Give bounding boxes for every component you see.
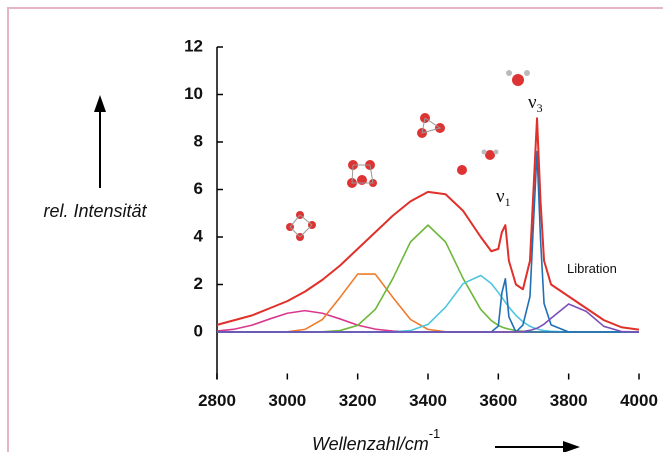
molecule-tetramer (286, 211, 316, 241)
y-tick-label: 12 (184, 36, 203, 55)
x-axis-label-exponent: -1 (429, 426, 441, 441)
molecule-ring (347, 160, 377, 188)
molecule-trimer (417, 113, 445, 138)
annotation-text: ν (496, 186, 505, 207)
x-tick-label: 2800 (198, 391, 236, 410)
series-line (216, 117, 640, 331)
x-tick-label: 4000 (620, 391, 658, 410)
y-tick-label: 10 (184, 84, 203, 103)
x-axis-label: Wellenzahl/cm-1 (312, 426, 440, 452)
x-tick-label: 3600 (479, 391, 517, 410)
frame (7, 7, 663, 452)
annotation: ν3 (528, 92, 543, 114)
x-tick-label: 3400 (409, 391, 447, 410)
molecule-dimer (457, 149, 499, 175)
annotation: Libration (567, 261, 617, 276)
y-tick-label: 6 (194, 179, 203, 198)
annotation: ν1 (496, 186, 511, 208)
x-axis-label-text: Wellenzahl/cm (312, 434, 429, 452)
y-tick-label: 8 (194, 131, 203, 150)
x-arrow-head (563, 441, 580, 452)
y-arrow-head (94, 95, 106, 112)
y-tick-label: 4 (194, 226, 204, 245)
annotation-text: Libration (567, 261, 617, 276)
series-line (217, 303, 640, 333)
annotation-subscript: 1 (505, 195, 511, 209)
molecule-monomer (506, 70, 530, 86)
x-tick-label: 3000 (268, 391, 306, 410)
molecules (286, 70, 530, 241)
y-tick-label: 0 (194, 321, 203, 340)
annotation-subscript: 3 (537, 101, 543, 115)
y-tick-label: 2 (194, 274, 203, 293)
x-tick-label: 3200 (339, 391, 377, 410)
annotation-text: ν (528, 92, 537, 113)
y-axis-label: rel. Intensität (43, 201, 147, 221)
x-tick-label: 3800 (550, 391, 588, 410)
